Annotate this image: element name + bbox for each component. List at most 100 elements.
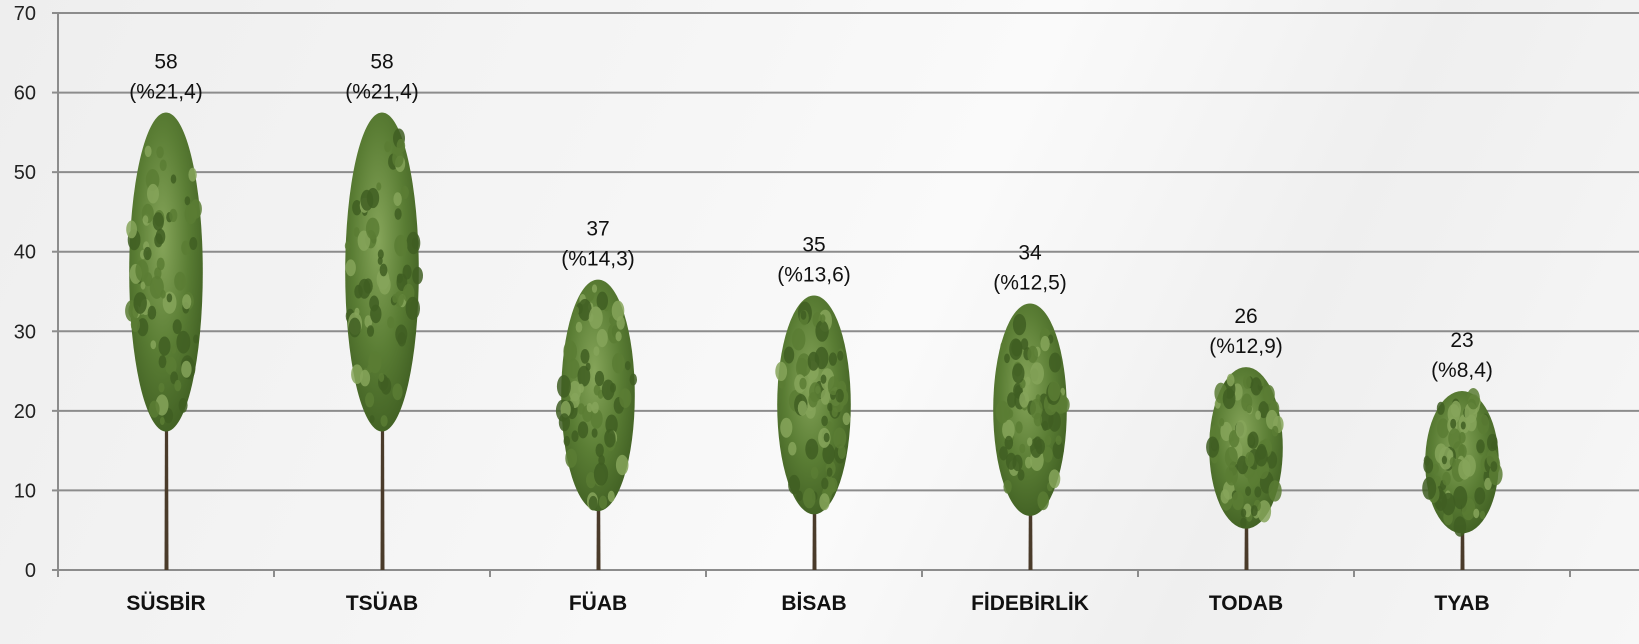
foliage-clump	[377, 249, 384, 260]
foliage-clump	[565, 448, 578, 468]
bar-tree	[344, 112, 423, 570]
foliage-clump	[1004, 353, 1010, 364]
foliage-clump	[1030, 362, 1044, 385]
foliage-clump	[1243, 375, 1252, 389]
foliage-clump	[396, 138, 406, 153]
foliage-clump	[379, 263, 388, 277]
foliage-clump	[1027, 345, 1038, 363]
foliage-clump	[348, 317, 361, 338]
foliage-clump	[573, 306, 580, 316]
foliage-clump	[1476, 439, 1485, 454]
foliage-clump	[837, 445, 847, 459]
foliage-clump	[1263, 385, 1275, 404]
foliage-clump	[165, 356, 177, 375]
data-label-percent: (%12,5)	[993, 271, 1067, 294]
foliage-clump	[594, 370, 605, 387]
foliage-clump	[162, 291, 177, 314]
foliage-clump	[1035, 394, 1041, 403]
foliage-clump	[376, 182, 382, 191]
x-tick-label: SÜSBİR	[126, 592, 205, 615]
foliage-clump	[615, 331, 622, 342]
foliage-clump	[609, 316, 615, 325]
foliage-clump	[365, 217, 380, 240]
foliage-clump	[1258, 401, 1269, 419]
foliage-clump	[1224, 446, 1238, 468]
foliage-clump	[593, 384, 601, 396]
y-tick-label: 70	[14, 3, 36, 25]
foliage-clump	[1437, 418, 1450, 439]
foliage-clump	[1474, 487, 1486, 505]
foliage-clump	[1048, 469, 1061, 489]
foliage-clump	[152, 212, 164, 231]
bar-tree	[555, 279, 637, 570]
foliage-clump	[783, 346, 795, 364]
foliage-clump	[590, 409, 603, 429]
data-label-percent: (%14,3)	[561, 248, 635, 271]
foliage-clump	[354, 307, 360, 316]
foliage-clump	[1030, 398, 1043, 420]
foliage-clump	[1250, 377, 1262, 396]
foliage-clump	[780, 417, 793, 438]
foliage-clump	[1222, 388, 1236, 409]
foliage-clump	[826, 467, 833, 477]
foliage-clump	[1240, 508, 1247, 518]
foliage-clump	[171, 345, 177, 354]
foliage-clump	[577, 421, 589, 439]
foliage-clump	[1240, 517, 1247, 528]
foliage-clump	[184, 204, 197, 225]
foliage-clump	[1219, 418, 1225, 427]
foliage-clump	[1003, 480, 1012, 494]
data-label-percent: (%21,4)	[345, 80, 419, 103]
foliage-clump	[158, 355, 167, 369]
foliage-clump	[364, 315, 373, 328]
foliage-clump	[1473, 508, 1480, 519]
foliage-clump	[828, 477, 838, 493]
foliage-clump	[995, 400, 1010, 424]
foliage-clump	[189, 237, 198, 250]
foliage-clump	[365, 392, 375, 408]
foliage-clump	[1025, 456, 1033, 469]
foliage-clump	[154, 233, 163, 248]
foliage-clump	[586, 472, 596, 489]
x-tick-label: BİSAB	[781, 592, 846, 615]
foliage-clump	[1002, 419, 1015, 441]
x-tick-label: TODAB	[1209, 592, 1283, 615]
foliage-clump	[353, 227, 360, 237]
foliage-clump	[598, 495, 608, 509]
foliage-clump	[1484, 477, 1492, 490]
y-tick-label: 50	[14, 162, 36, 184]
foliage-clump	[1487, 433, 1498, 452]
foliage-clump	[176, 330, 191, 354]
foliage-clump	[593, 346, 600, 356]
foliage-clump	[821, 415, 828, 427]
foliage-clump	[144, 145, 152, 157]
foliage-clump	[1449, 457, 1456, 467]
foliage-clump	[137, 318, 149, 337]
axes: 0 10 20 30 40 50 60 70	[14, 3, 1571, 582]
foliage-clump	[596, 291, 608, 311]
x-tick-label: TSÜAB	[346, 592, 418, 615]
x-tick-label: FÜAB	[569, 592, 627, 615]
foliage-clump	[1254, 486, 1262, 498]
foliage-clump	[1245, 486, 1252, 497]
foliage-clump	[142, 215, 149, 225]
foliage-clump	[1271, 425, 1279, 437]
foliage-clump	[837, 350, 844, 361]
foliage-clump	[595, 443, 604, 458]
foliage-clump	[1247, 431, 1259, 449]
foliage-clump	[577, 365, 591, 387]
foliage-clump	[1005, 452, 1017, 470]
foliage-clump	[396, 273, 403, 284]
foliage-clump	[166, 293, 173, 303]
foliage-clump	[1255, 410, 1261, 420]
foliage-clump	[604, 429, 616, 448]
foliage-clump	[370, 304, 382, 324]
foliage-clump	[607, 490, 615, 503]
foliage-clump	[807, 351, 820, 371]
foliage-clump	[1019, 443, 1026, 454]
x-tick-label: FİDEBİRLİK	[971, 592, 1089, 615]
foliage-clump	[367, 364, 373, 374]
foliage-clump	[1442, 471, 1451, 486]
foliage-clump	[181, 240, 191, 256]
foliage-clump	[563, 340, 577, 363]
